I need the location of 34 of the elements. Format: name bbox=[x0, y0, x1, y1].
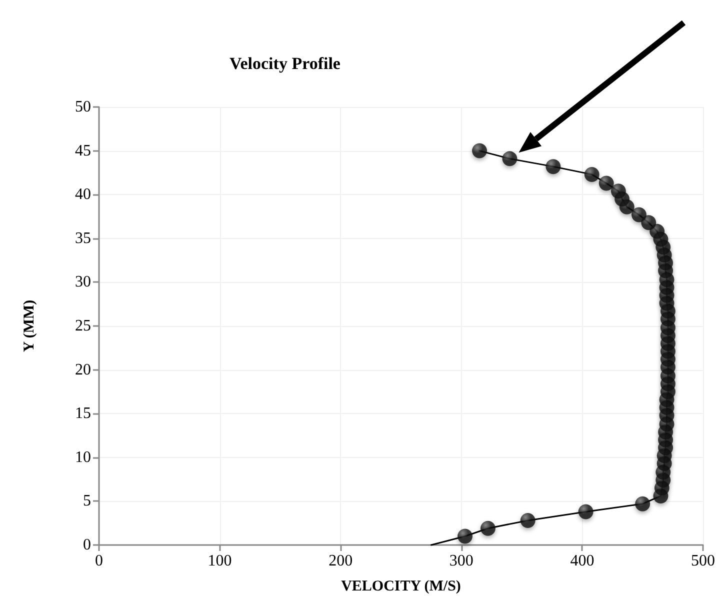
point bbox=[520, 512, 536, 528]
point bbox=[631, 207, 646, 222]
point bbox=[610, 184, 626, 199]
x-tick-label: 400 bbox=[570, 552, 594, 570]
point bbox=[472, 143, 488, 158]
x-axis-title: VELOCITY (M/S) bbox=[341, 578, 461, 594]
point bbox=[635, 496, 650, 512]
x-tick-label: 300 bbox=[449, 552, 474, 570]
y-tick-label: 5 bbox=[83, 492, 91, 510]
y-tick-label: 40 bbox=[75, 186, 91, 204]
y-tick-label: 25 bbox=[75, 318, 91, 334]
point bbox=[578, 504, 594, 520]
point bbox=[480, 520, 496, 536]
y-tick-label: 10 bbox=[75, 448, 91, 466]
point bbox=[584, 166, 600, 182]
point bbox=[502, 151, 518, 166]
chart-title: Velocity Profile bbox=[230, 54, 341, 73]
y-tick-label: 0 bbox=[83, 536, 91, 554]
y-tick-label: 35 bbox=[75, 230, 91, 247]
point bbox=[598, 176, 614, 191]
point bbox=[546, 159, 561, 174]
point bbox=[641, 215, 656, 230]
point bbox=[650, 224, 665, 239]
y-tick-label: 20 bbox=[75, 361, 91, 378]
x-tick-label: 500 bbox=[691, 552, 715, 570]
x-tick-label: 200 bbox=[328, 552, 353, 570]
y-tick-label: 45 bbox=[75, 142, 91, 160]
y-tick-label: 30 bbox=[75, 274, 91, 291]
y-axis-title: Y (MM) bbox=[22, 300, 38, 352]
point bbox=[458, 528, 473, 544]
y-tick-label: 50 bbox=[75, 98, 91, 116]
x-tick-label: 100 bbox=[208, 552, 232, 570]
y-tick-label: 15 bbox=[75, 405, 91, 422]
x-tick-label: 0 bbox=[95, 552, 103, 570]
